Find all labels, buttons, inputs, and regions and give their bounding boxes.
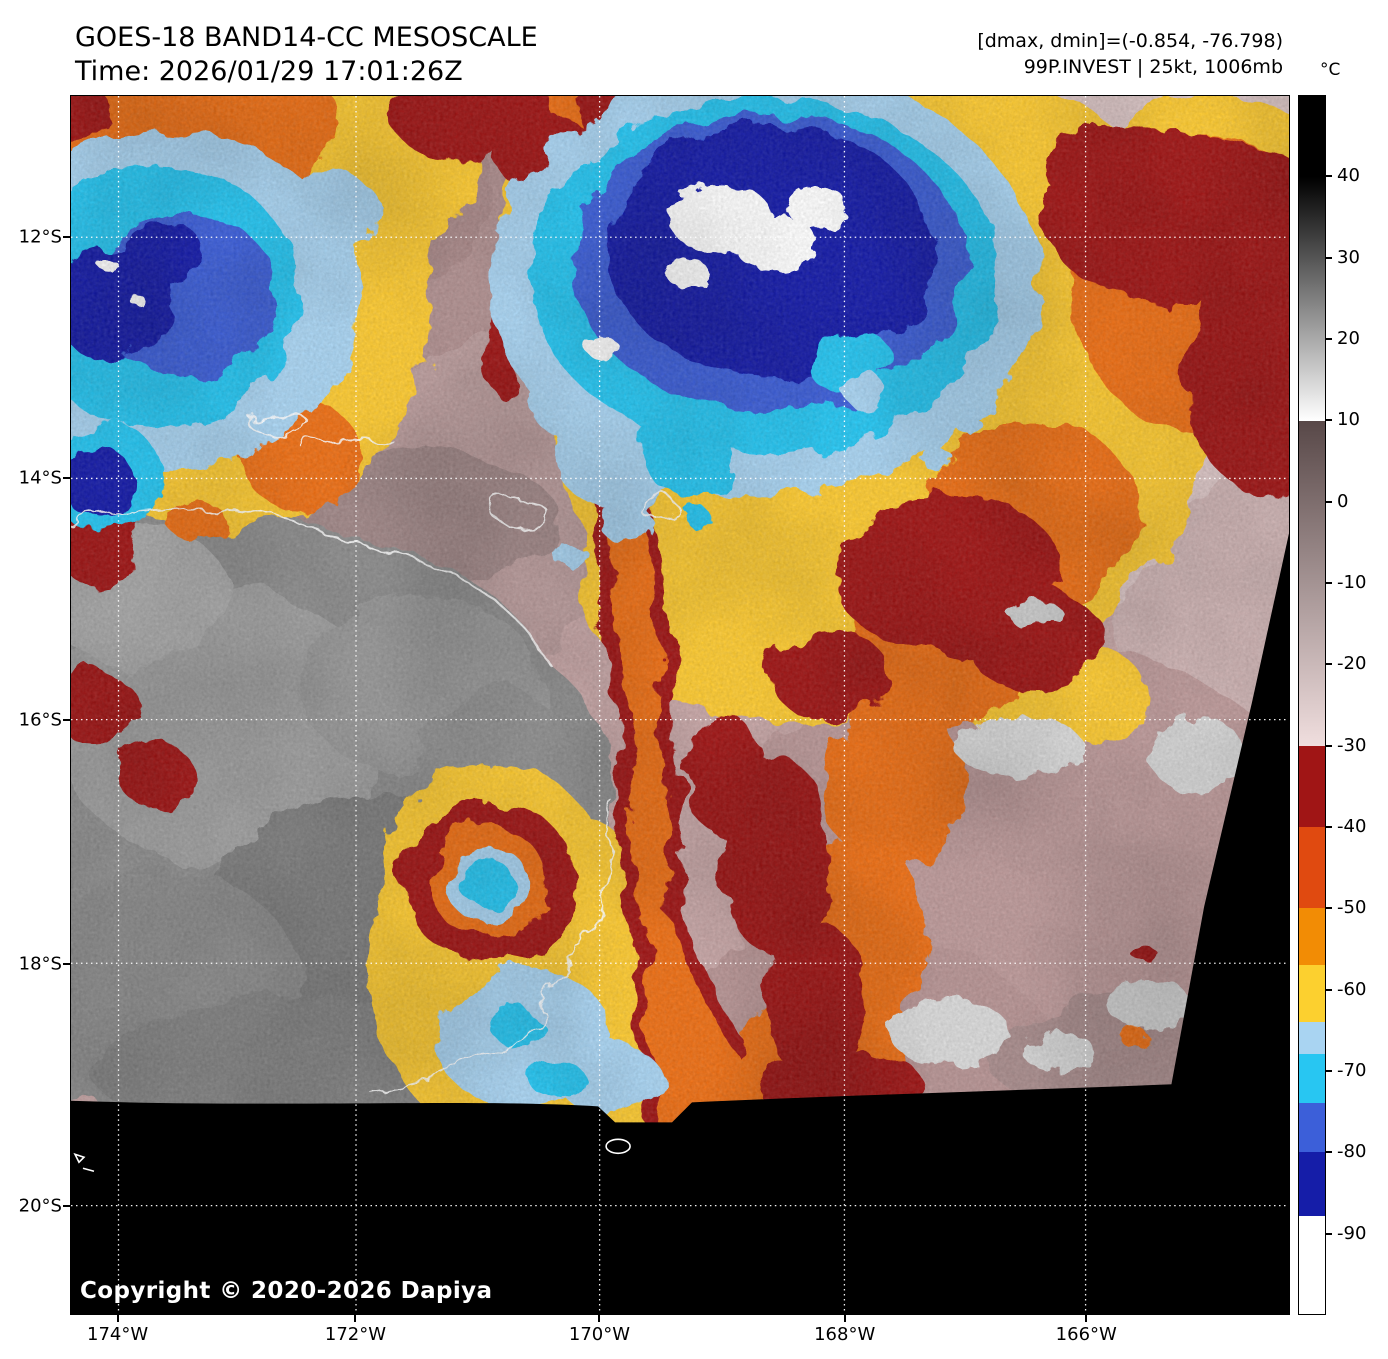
axis-tick — [1085, 1315, 1088, 1322]
product-time: Time: 2026/01/29 17:01:26Z — [75, 56, 463, 87]
temperature-colorbar — [1298, 95, 1326, 1315]
axis-tick — [63, 718, 70, 721]
colorbar-tick-label: -10 — [1337, 572, 1367, 594]
colorbar-segment — [1299, 1102, 1325, 1152]
colorbar-tick-label: -90 — [1337, 1222, 1367, 1244]
colorbar-segments — [1299, 96, 1325, 1314]
island-outlines — [73, 1138, 631, 1173]
latitude-label: 20°S — [18, 1195, 62, 1217]
colorbar-tick-label: -50 — [1337, 897, 1367, 919]
colorbar-tick-label: -40 — [1337, 816, 1367, 838]
latitude-label: 18°S — [18, 953, 62, 975]
axis-tick — [63, 1205, 70, 1208]
colorbar-tick — [1326, 338, 1332, 340]
colorbar-tick — [1326, 744, 1332, 747]
colorbar-tick — [1326, 419, 1332, 422]
colorbar-segment — [1299, 745, 1325, 827]
annotation-block: [dmax, dmin]=(-0.854, -76.798) 99P.INVES… — [977, 28, 1283, 80]
colorbar-segment — [1299, 177, 1325, 421]
colorbar-tick-label: 0 — [1337, 490, 1349, 512]
colorbar-segment — [1299, 1216, 1325, 1314]
colorbar-tick — [1326, 1070, 1332, 1072]
colorbar-tick-label: -70 — [1337, 1060, 1367, 1082]
colorbar-tick — [1326, 1232, 1332, 1235]
axis-tick — [354, 1315, 357, 1322]
colorbar-tick-label: -20 — [1337, 653, 1367, 675]
longitude-label: 166°W — [1055, 1324, 1117, 1345]
axis-tick — [63, 477, 70, 480]
latitude-label: 14°S — [18, 467, 62, 489]
colorbar-tick-label: -30 — [1337, 734, 1367, 756]
latitude-label: 12°S — [18, 226, 62, 248]
colorbar-unit-label: °C — [1320, 60, 1341, 80]
product-title: GOES-18 BAND14-CC MESOSCALE — [75, 22, 538, 53]
longitude-label: 174°W — [87, 1324, 149, 1345]
longitude-label: 172°W — [324, 1324, 387, 1345]
colorbar-segment — [1299, 96, 1325, 178]
colorbar-tick — [1326, 826, 1332, 828]
colorbar-tick-label: 30 — [1337, 246, 1360, 268]
colorbar-segment — [1299, 907, 1325, 965]
axis-tick — [843, 1315, 846, 1322]
colorbar-tick — [1326, 256, 1332, 259]
colorbar-segment — [1299, 964, 1325, 1022]
colorbar-segment — [1299, 1151, 1325, 1217]
graticule — [71, 96, 1289, 1314]
axis-tick — [63, 235, 70, 238]
colorbar-tick — [1326, 500, 1332, 503]
colorbar-tick-label: 20 — [1337, 328, 1360, 350]
colorbar-segment — [1299, 1021, 1325, 1055]
axis-tick — [116, 1315, 119, 1322]
colorbar-tick-label: 40 — [1337, 165, 1360, 187]
colorbar-tick — [1326, 175, 1332, 178]
axis-tick — [63, 962, 70, 965]
colorbar-segment — [1299, 826, 1325, 908]
colorbar-tick-label: -80 — [1337, 1141, 1367, 1163]
colorbar-tick — [1326, 988, 1332, 991]
colorbar-segment — [1299, 420, 1325, 746]
longitude-label: 168°W — [814, 1324, 876, 1345]
dmax-dmin-annotation: [dmax, dmin]=(-0.854, -76.798) — [977, 30, 1283, 52]
colorbar-tick — [1326, 663, 1332, 666]
axis-tick — [598, 1315, 601, 1322]
colorbar-tick — [1326, 1151, 1332, 1154]
longitude-label: 170°W — [568, 1324, 631, 1345]
satellite-map: Copyright © 2020-2026 Dapiya — [70, 95, 1290, 1315]
copyright-watermark: Copyright © 2020-2026 Dapiya — [80, 1278, 493, 1304]
latitude-label: 16°S — [18, 709, 62, 731]
scan-edge-black — [71, 533, 1289, 1314]
colorbar-tick-label: 10 — [1337, 409, 1360, 431]
satellite-image — [71, 96, 1289, 1314]
colorbar-segment — [1299, 1054, 1325, 1103]
storm-annotation: 99P.INVEST | 25kt, 1006mb — [1023, 56, 1283, 78]
colorbar-tick — [1326, 907, 1332, 910]
colorbar-tick-label: -60 — [1337, 978, 1367, 1000]
colorbar-tick — [1326, 582, 1332, 584]
